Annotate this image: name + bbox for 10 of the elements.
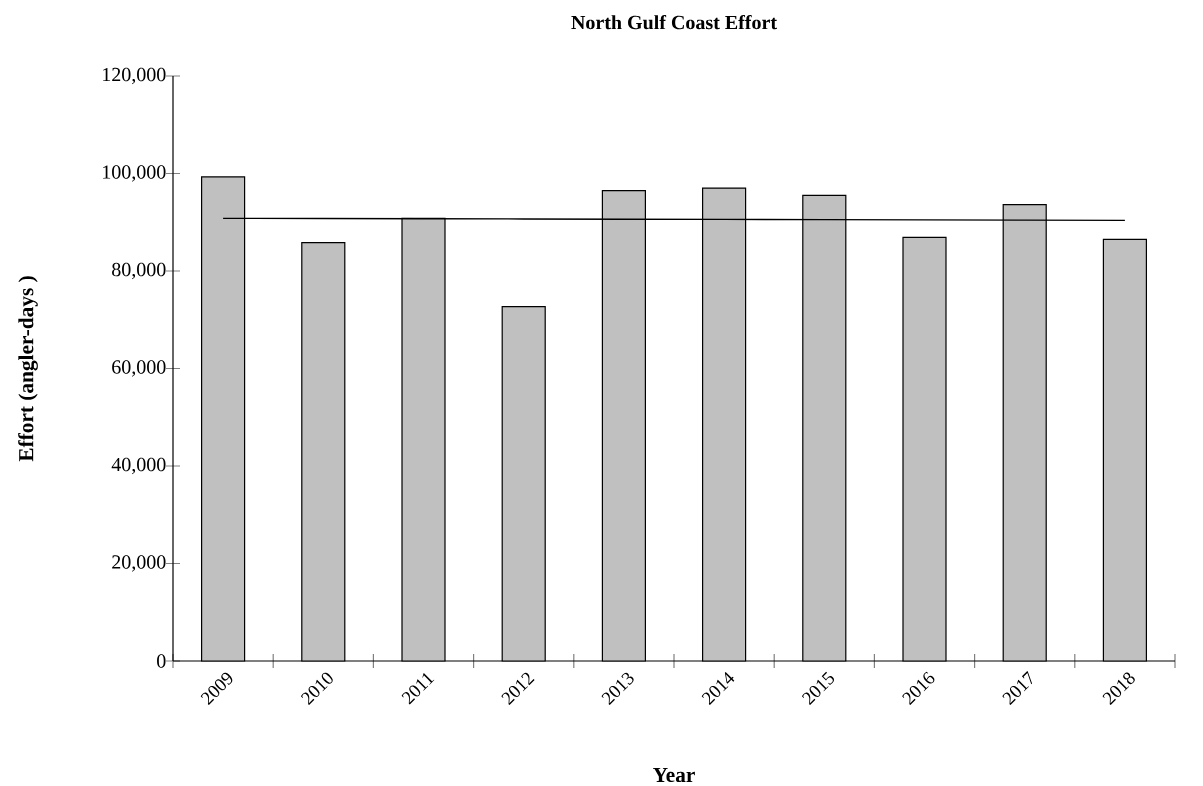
y-tick-label: 0	[157, 654, 166, 668]
y-tick-label: 20,000	[112, 555, 166, 572]
y-tick-label: 100,000	[103, 165, 166, 182]
y-tick-label: 120,000	[103, 67, 166, 85]
y-tick-label: 40,000	[111, 457, 166, 475]
chart-title: North Gulf Coast Effort	[571, 14, 777, 30]
y-tick-label: 60,000	[112, 360, 166, 377]
y-tick-label: 80,000	[112, 262, 166, 280]
x-axis-title: Year	[653, 767, 695, 783]
y-axis-title: Effort (angler-days )	[18, 276, 38, 462]
